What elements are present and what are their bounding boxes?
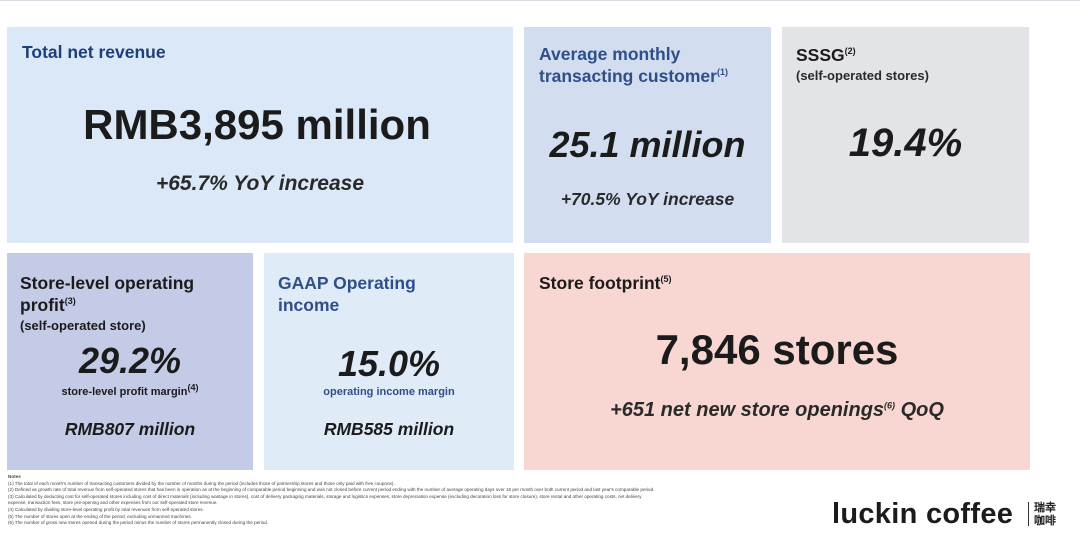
store-profit-caption-sup: (4) [187,382,199,393]
sssg-title-text: SSSG [796,45,845,65]
store-profit-title: Store-level operating profit(3) [20,272,194,316]
revenue-title: Total net revenue [22,42,166,62]
gaap-title-line1: GAAP Operating [278,273,416,293]
footnotes: Notes (1) The total of each month's numb… [8,474,828,527]
gaap-card: GAAP Operating income 15.0% operating in… [264,253,514,470]
customer-title-line2: transacting customer [539,66,717,86]
logo-divider [1028,502,1029,526]
store-profit-caption-text: store-level profit margin [61,386,188,398]
gaap-title: GAAP Operating income [278,272,416,316]
revenue-card: Total net revenue RMB3,895 million +65.7… [7,27,513,243]
customer-change: +70.5% YoY increase [560,189,735,209]
sssg-title-sup: (2) [844,46,856,57]
footprint-card: Store footprint(5) 7,846 stores +651 net… [524,253,1030,470]
sssg-card: SSSG(2) (self-operated stores) 19.4% [782,27,1029,243]
gaap-title-line2: income [278,295,340,315]
store-profit-amount: RMB807 million [64,419,196,439]
sssg-value: 19.4% [848,121,963,165]
customer-title-sup: (1) [716,67,728,78]
footprint-change: +651 net new store openings(6) QoQ [524,398,1030,423]
store-profit-caption: store-level profit margin(4) [7,383,253,398]
footprint-value: 7,846 stores [655,326,899,373]
top-divider [0,0,1080,1]
store-profit-title-sup: (3) [64,296,76,307]
revenue-change: +65.7% YoY increase [155,172,364,195]
footnote-item: expense, transaction fees, store pre-ope… [8,500,218,506]
customer-title: Average monthly transacting customer(1) [539,43,728,87]
footprint-title: Store footprint(5) [539,272,672,294]
footprint-change-sup: (6) [884,400,896,411]
footnote-item: (3) Calculated by deducting cost for sel… [8,493,642,499]
footnotes-heading: Notes [8,474,21,479]
footnote-item: (2) Defined as growth rate of total reve… [8,487,655,493]
luckin-coffee-logo: luckin coffee 瑞幸 咖啡 [832,496,1072,532]
footnote-item: (4) Calculated by dividing store-level o… [8,506,204,512]
customer-value: 25.1 million [549,124,746,165]
gaap-amount: RMB585 million [323,419,455,439]
store-profit-value: 29.2% [78,340,182,381]
revenue-value: RMB3,895 million [83,101,431,148]
footprint-change-post: QoQ [895,399,944,421]
footnote-item: (5) The number of stores open at the end… [8,513,192,519]
sssg-title: SSSG(2) [796,44,856,66]
logo-chinese: 瑞幸 咖啡 [1034,501,1068,527]
store-profit-subtitle: (self-operated store) [20,318,146,333]
logo-cn-line1: 瑞幸 [1034,501,1056,514]
footprint-title-sup: (5) [660,274,672,285]
customer-title-line1: Average monthly [539,44,681,64]
gaap-value: 15.0% [337,343,441,384]
gaap-caption: operating income margin [323,386,455,398]
customer-card: Average monthly transacting customer(1) … [524,27,771,243]
store-profit-card: Store-level operating profit(3) (self-op… [7,253,253,470]
footprint-title-text: Store footprint [539,273,661,293]
sssg-subtitle: (self-operated stores) [796,68,929,83]
footnote-item: (6) The number of gross new stores opene… [8,520,269,526]
store-profit-title-line2: profit [20,295,65,315]
store-profit-title-line1: Store-level operating [20,273,195,293]
footnote-item: (1) The total of each month's number of … [8,480,395,486]
footprint-change-text: +651 net new store openings [610,399,885,421]
logo-cn-line2: 咖啡 [1034,514,1056,527]
logo-text: luckin coffee [832,498,1014,530]
